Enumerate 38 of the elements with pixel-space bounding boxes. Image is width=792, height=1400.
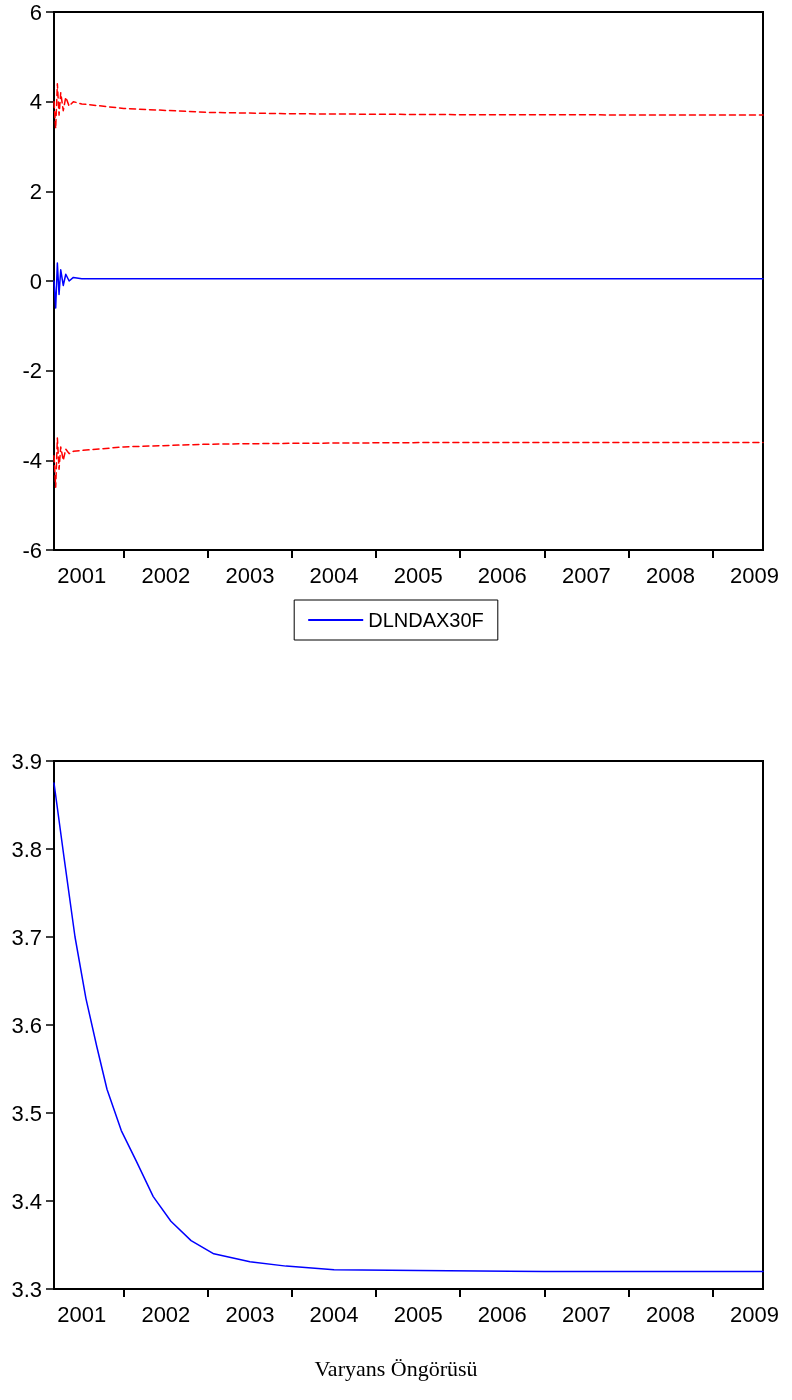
x-tick-label: 2004 (309, 562, 359, 588)
x-tick-label: 2008 (646, 1301, 695, 1327)
x-tick-label: 2008 (646, 562, 695, 588)
x-tick-label: 2007 (561, 562, 611, 588)
x-tick-label: 2001 (57, 1301, 107, 1327)
line-series (53, 262, 764, 309)
y-tick-label: 3.8 (11, 836, 42, 862)
line-series (53, 437, 764, 488)
y-tick-label: 3.6 (11, 1012, 42, 1038)
x-tick-label: 2009 (730, 1301, 780, 1327)
y-tick-label: 2 (29, 178, 42, 204)
y-tick-label: 3.7 (11, 924, 42, 950)
x-tick-label: 2006 (477, 562, 527, 588)
y-tick-label: -4 (22, 447, 42, 473)
x-tick-label: 2007 (561, 1301, 611, 1327)
x-tick-label: 2003 (225, 562, 275, 588)
line-series (53, 82, 764, 130)
y-tick-label: 4 (29, 89, 42, 115)
x-tick-label: 2005 (393, 1301, 443, 1327)
y-tick-label: 6 (29, 0, 42, 25)
line-series (53, 782, 764, 1273)
x-tick-label: 2009 (730, 562, 780, 588)
x-tick-label: 2002 (141, 562, 191, 588)
x-tick-label: 2001 (57, 562, 107, 588)
y-tick-label: 3.9 (11, 748, 42, 774)
x-tick-label: 2006 (477, 1301, 527, 1327)
x-tick-label: 2003 (225, 1301, 275, 1327)
x-tick-label: 2002 (141, 1301, 191, 1327)
y-tick-label: 3.4 (11, 1188, 42, 1214)
x-tick-label: 2004 (309, 1301, 359, 1327)
legend-label: DLNDAX30F (368, 609, 484, 631)
y-tick-label: 3.5 (11, 1100, 42, 1126)
y-tick-label: -6 (22, 537, 42, 563)
x-tick-label: 2005 (393, 562, 443, 588)
text: Varyans Öngörüsü (314, 1355, 478, 1381)
y-tick-label: -2 (22, 358, 42, 384)
y-tick-label: 3.3 (11, 1276, 42, 1302)
y-tick-label: 0 (29, 268, 42, 294)
